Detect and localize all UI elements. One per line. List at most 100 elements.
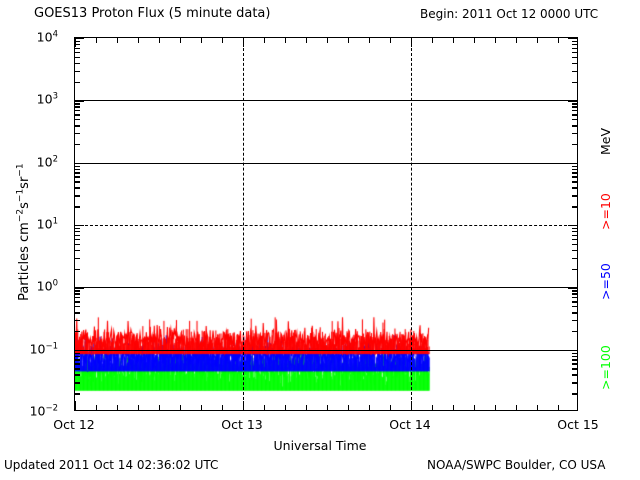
ytick-left-1e-1 [75, 349, 84, 352]
ytick-right-minor [572, 249, 577, 252]
ytick-left-minor [75, 238, 80, 241]
xtick-top [432, 38, 434, 43]
ytick-left-1e1 [75, 225, 84, 227]
gridline-1000 [75, 100, 577, 102]
ytick-left-minor [75, 363, 80, 365]
ytick-right-minor [572, 293, 577, 295]
ytick-right-minor [572, 106, 577, 108]
xtick-top [243, 38, 245, 47]
ytick-left-minor [75, 125, 80, 127]
xtick-bottom [495, 405, 497, 410]
ytick-right-1e0 [568, 287, 577, 289]
ytick-left-minor [75, 70, 80, 72]
ytick-left-minor [75, 306, 80, 308]
ytick-left-minor [75, 393, 80, 395]
xtick-bottom [75, 401, 77, 410]
day-separator-2 [411, 38, 412, 410]
agency-label: NOAA/SWPC Boulder, CO USA [427, 458, 606, 472]
ytick-left-minor [75, 312, 80, 314]
gridline-1 [75, 287, 577, 289]
xtick-top [348, 38, 350, 43]
ytick-right-minor [572, 181, 577, 183]
xtick-bottom [243, 401, 245, 410]
xtick-top [558, 38, 560, 43]
xtick-top [474, 38, 476, 43]
ytick-left-minor [75, 103, 80, 105]
ytick-right-minor [572, 195, 577, 197]
ytick-left-minor [75, 330, 80, 333]
ytick-left-minor [75, 109, 80, 112]
ytick-right-minor [572, 51, 577, 54]
ytick-left-minor [75, 106, 80, 108]
xtick-bottom [285, 405, 287, 410]
legend-unit: MeV [598, 127, 613, 155]
ytick-left-minor [75, 296, 80, 299]
ytick-left-minor [75, 352, 80, 354]
ytick-right-1e1 [568, 225, 577, 227]
ytick-left-minor [75, 172, 80, 174]
ytick-right-minor [572, 319, 577, 322]
ytick-right-minor [572, 132, 577, 135]
ytick-left-minor [75, 268, 80, 270]
ytick-left-minor [75, 176, 80, 178]
ytick-right-minor [572, 56, 577, 59]
ytick-right-minor [572, 301, 577, 303]
xtick-top [306, 38, 308, 43]
xtick-top [537, 38, 539, 43]
xtick-top [222, 38, 224, 43]
ytick-left-minor [75, 374, 80, 376]
y-tick-label-1e1: 101 [36, 216, 58, 232]
xtick-bottom [96, 405, 98, 410]
ytick-right-minor [572, 382, 577, 384]
ytick-right-minor [572, 238, 577, 241]
xtick-bottom [453, 405, 455, 410]
ytick-right-minor [572, 234, 577, 237]
xtick-bottom [537, 405, 539, 410]
y-tick-label-1e0: 100 [36, 278, 58, 294]
ytick-right-minor [572, 363, 577, 365]
xtick-bottom [180, 405, 182, 410]
ytick-left-minor [75, 119, 80, 121]
ytick-right-minor [572, 374, 577, 376]
ytick-right-minor [572, 352, 577, 354]
ytick-right-minor [572, 231, 577, 233]
ytick-right-minor [572, 114, 577, 116]
y-axis-title-units: −2s−1sr−1 [15, 163, 33, 223]
ytick-right-minor [572, 62, 577, 65]
xtick-bottom [159, 405, 161, 410]
page-title: GOES13 Proton Flux (5 minute data) [34, 6, 271, 21]
x-tick-label-oct-13: Oct 13 [221, 417, 263, 432]
ytick-left-minor [75, 231, 80, 233]
ytick-right-minor [572, 296, 577, 299]
ytick-left-minor [75, 56, 80, 59]
ytick-right-minor [572, 257, 577, 259]
ytick-right-minor [572, 306, 577, 308]
ytick-right-minor [572, 243, 577, 246]
xtick-bottom [558, 405, 560, 410]
xtick-top [327, 38, 329, 43]
ytick-right-minor [572, 81, 577, 83]
ytick-right-1e3 [568, 100, 577, 102]
y-tick-label-1e2: 102 [36, 154, 58, 170]
xtick-top [390, 38, 392, 43]
xtick-top [453, 38, 455, 43]
ytick-left-minor [75, 47, 80, 50]
ytick-left-minor [75, 206, 80, 208]
xtick-top [516, 38, 518, 43]
ytick-left-minor [75, 257, 80, 259]
x-tick-label-oct-14: Oct 14 [389, 417, 431, 432]
xtick-top [201, 38, 203, 43]
ytick-right-minor [572, 368, 577, 370]
plot-area [74, 37, 578, 411]
ytick-right-minor [572, 312, 577, 314]
ytick-left-minor [75, 181, 80, 183]
xtick-top [180, 38, 182, 43]
ytick-right-minor [572, 290, 577, 292]
ytick-right-minor [572, 143, 577, 146]
y-tick-label-1e4: 104 [36, 29, 58, 45]
xtick-bottom [432, 405, 434, 410]
ytick-right-minor [572, 268, 577, 270]
gridline-100 [75, 162, 577, 164]
xtick-bottom [411, 401, 413, 410]
xtick-top [411, 38, 413, 47]
